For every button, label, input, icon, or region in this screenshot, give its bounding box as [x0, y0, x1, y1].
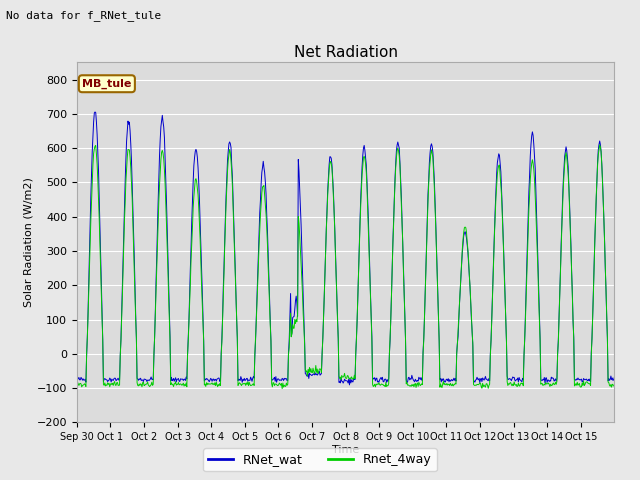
- Rnet_4way: [282, 380, 290, 386]
- RNet_wat: [91, 109, 99, 115]
- RNet_wat: [282, 376, 290, 382]
- Title: Net Radiation: Net Radiation: [294, 45, 397, 60]
- Rnet_4way: [402, 337, 410, 343]
- Rnet_4way: [73, 383, 81, 388]
- Rnet_4way: [136, 383, 144, 388]
- Rnet_4way: [596, 142, 604, 148]
- Text: MB_tule: MB_tule: [82, 79, 132, 89]
- RNet_wat: [433, 241, 440, 247]
- Line: RNet_wat: RNet_wat: [77, 112, 614, 385]
- RNet_wat: [73, 376, 81, 382]
- Y-axis label: Solar Radiation (W/m2): Solar Radiation (W/m2): [24, 178, 34, 307]
- Text: No data for f_RNet_tule: No data for f_RNet_tule: [6, 10, 162, 21]
- RNet_wat: [137, 375, 145, 381]
- Rnet_4way: [611, 384, 618, 390]
- RNet_wat: [611, 374, 618, 380]
- Line: Rnet_4way: Rnet_4way: [77, 145, 614, 389]
- RNet_wat: [403, 377, 410, 383]
- Legend: RNet_wat, Rnet_4way: RNet_wat, Rnet_4way: [203, 448, 437, 471]
- RNet_wat: [262, 191, 270, 197]
- Rnet_4way: [235, 381, 243, 387]
- Rnet_4way: [262, 202, 269, 207]
- Rnet_4way: [432, 222, 440, 228]
- RNet_wat: [346, 382, 353, 388]
- X-axis label: Time: Time: [332, 445, 359, 455]
- Rnet_4way: [278, 386, 286, 392]
- RNet_wat: [236, 377, 243, 383]
